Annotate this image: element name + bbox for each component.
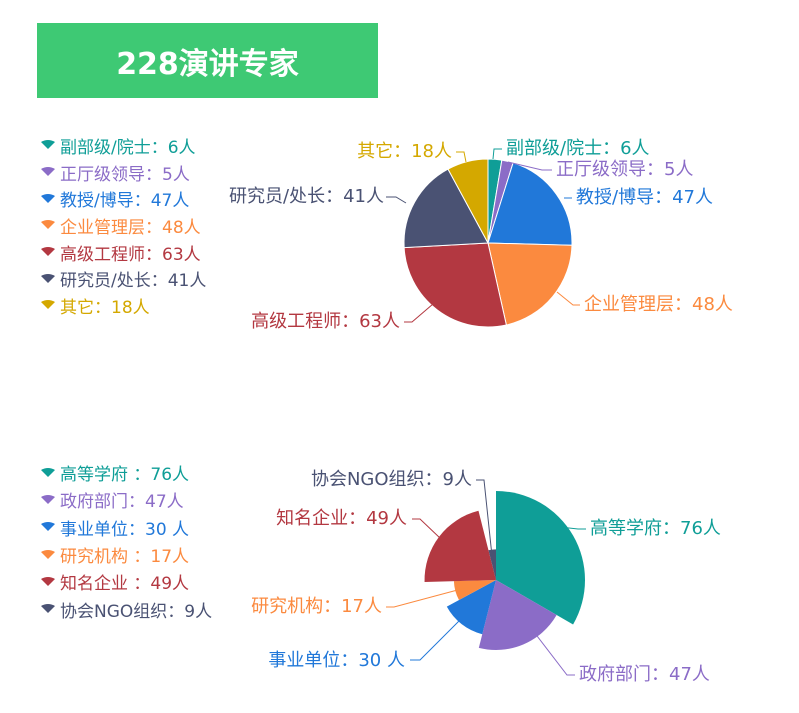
legend-label: 高级工程师：63人: [60, 244, 201, 265]
fan-icon: [40, 140, 56, 150]
data-label: 高级工程师：63人: [251, 311, 400, 332]
fan-icon: [40, 300, 56, 310]
pie-slice[interactable]: [403, 242, 507, 328]
data-label: 知名企业：49人: [276, 508, 407, 529]
legend-item[interactable]: 其它：18人: [40, 292, 206, 319]
label-leader-line: [533, 631, 575, 676]
pie-slice[interactable]: [478, 580, 557, 650]
legend-item[interactable]: 副部级/院士：6人: [40, 132, 206, 159]
page-title: 228演讲专家: [37, 23, 378, 98]
legend-item[interactable]: 高等学府 ：76人: [40, 459, 212, 486]
fan-icon: [40, 549, 56, 560]
legend-item[interactable]: 高级工程师：63人: [40, 239, 206, 266]
legend-item[interactable]: 事业单位：30 人: [40, 514, 212, 541]
label-leader-line: [507, 161, 552, 171]
label-leader-line: [492, 148, 502, 160]
data-label: 教授/博导：47人: [576, 187, 713, 208]
fan-icon: [40, 522, 56, 532]
legend-label: 事业单位：30 人: [60, 519, 190, 540]
fan-icon: [40, 273, 56, 284]
label-leader-line: [410, 609, 471, 661]
legend-label: 教授/博导：47人: [60, 191, 190, 212]
fan-icon: [40, 494, 56, 505]
pie-slice[interactable]: [487, 242, 573, 326]
data-label: 协会NGO组织：9人: [311, 469, 472, 490]
data-label: 企业管理层：48人: [584, 294, 733, 315]
legend-label: 其它：18人: [60, 297, 150, 318]
label-leader-line: [556, 291, 580, 306]
legend-organization: 高等学府 ：76人 政府部门：47人 事业单位：30 人研究机构 ：17人 知名企业 …: [40, 459, 212, 623]
legend-label: 知名企业 ：49人: [60, 574, 190, 595]
pie-slice[interactable]: [488, 549, 496, 580]
fan-icon: [40, 193, 56, 204]
legend-item[interactable]: 研究员/处长：41人: [40, 265, 206, 292]
legend-label: 研究机构 ：17人: [60, 547, 190, 568]
data-label: 研究机构：17人: [251, 596, 382, 617]
legend-item[interactable]: 正厅级领导：5人: [40, 159, 206, 186]
label-leader-line: [476, 479, 493, 557]
pie-chart-expert-level: 副部级/院士：6人正厅级领导：5人教授/博导：47人企业管理层：48人高级工程师…: [229, 138, 733, 332]
data-label: 研究员/处长：41人: [229, 186, 384, 207]
fan-icon: [40, 604, 56, 614]
legend-item[interactable]: 政府部门：47人: [40, 486, 212, 513]
data-label: 政府部门：47人: [579, 664, 710, 685]
label-leader-line: [404, 303, 434, 323]
label-leader-line: [456, 151, 467, 163]
fan-icon: [40, 167, 56, 177]
data-label: 正厅级领导：5人: [556, 159, 693, 180]
label-leader-line: [559, 526, 586, 530]
pie-slice[interactable]: [403, 168, 489, 249]
data-label: 其它：18人: [357, 141, 452, 162]
pie-slice[interactable]: [487, 162, 573, 246]
legend-item[interactable]: 协会NGO组织：9人: [40, 595, 212, 622]
legend-label: 企业管理层：48人: [60, 217, 201, 238]
legend-item[interactable]: 企业管理层：48人: [40, 212, 206, 239]
fan-icon: [40, 576, 56, 587]
legend-item[interactable]: 知名企业 ：49人: [40, 568, 212, 595]
legend-label: 政府部门：47人: [60, 492, 184, 513]
fan-icon: [40, 467, 56, 478]
data-label: 高等学府：76人: [590, 518, 721, 539]
data-label: 副部级/院士：6人: [506, 138, 650, 159]
legend-label: 副部级/院士：6人: [60, 137, 196, 158]
label-leader-line: [386, 196, 407, 204]
fan-icon: [40, 247, 56, 257]
data-label: 事业单位：30 人: [268, 650, 405, 671]
pie-slice[interactable]: [424, 510, 496, 582]
pie-slice[interactable]: [447, 158, 489, 244]
label-leader-line: [386, 587, 466, 608]
legend-label: 协会NGO组织：9人: [60, 601, 213, 622]
legend-label: 研究员/处长：41人: [60, 271, 207, 292]
legend-label: 高等学府 ：76人: [60, 465, 190, 486]
legend-item[interactable]: 研究机构 ：17人: [40, 541, 212, 568]
label-leader-line: [412, 518, 442, 540]
pie-slice[interactable]: [496, 491, 586, 625]
fan-icon: [40, 220, 56, 230]
legend-label: 正厅级领导：5人: [60, 164, 190, 185]
legend-expert-level: 副部级/院士：6人 正厅级领导：5人 教授/博导：47人 企业管理层：48人 高级工程师…: [40, 132, 206, 319]
pie-slice[interactable]: [453, 580, 496, 601]
legend-item[interactable]: 教授/博导：47人: [40, 185, 206, 212]
